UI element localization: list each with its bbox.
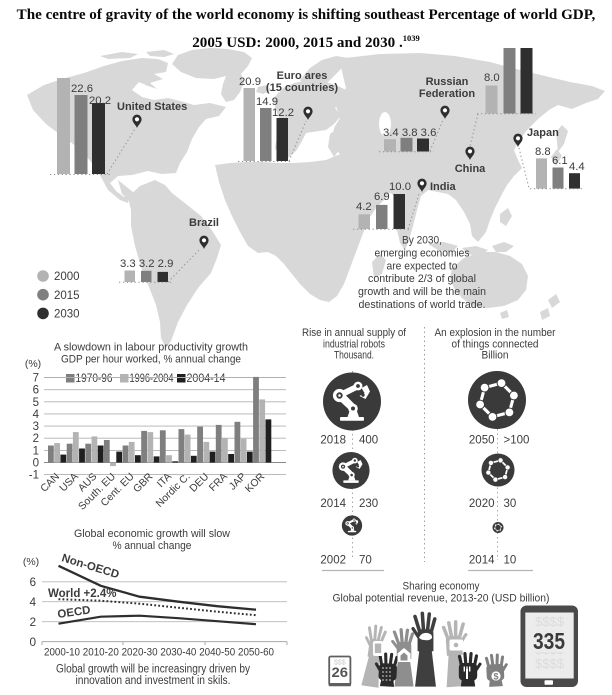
svg-text:4: 4 [33,409,40,421]
svg-text:$$$: $$$ [334,660,346,667]
svg-text:2030: 2030 [54,309,80,321]
svg-text:7: 7 [33,373,39,385]
svg-text:3.3 3.2 2.9: 3.3 3.2 2.9 [120,258,173,270]
svg-text:Global economic growth will sl: Global economic growth will slow [74,528,231,540]
svg-text:2015: 2015 [54,290,80,302]
svg-text:2002: 2002 [320,555,346,567]
svg-text:3: 3 [33,421,39,433]
svg-text:6.1: 6.1 [552,155,568,167]
svg-text:2040-50: 2040-50 [199,647,235,659]
svg-text:Billion: Billion [482,350,509,362]
svg-text:Euro ares: Euro ares [277,70,328,82]
svg-text:% annual change: % annual change [113,540,192,552]
svg-text:2014: 2014 [469,555,495,567]
svg-text:Global potential revenue, 2013: Global potential revenue, 2013-20 (USD b… [333,593,550,605]
svg-text:1996-2004: 1996-2004 [130,373,174,385]
svg-text:innovation and investment in s: innovation and investment in skils. [76,675,231,687]
svg-text:6: 6 [33,385,39,397]
svg-text:2050-60: 2050-60 [238,647,274,659]
svg-text:Non-OECD: Non-OECD [60,552,120,581]
svg-text:(%): (%) [23,556,39,568]
svg-text:5: 5 [33,397,39,409]
svg-text:2010-20: 2010-20 [83,647,119,659]
svg-text:22.6: 22.6 [71,83,93,95]
svg-text:are expected to: are expected to [387,260,458,272]
svg-text:industrial robots: industrial robots [323,339,385,351]
svg-text:2020-30: 2020-30 [122,647,158,659]
svg-text:1: 1 [33,445,39,457]
svg-text:3.4 3.8 3.6: 3.4 3.8 3.6 [383,127,436,139]
svg-text:destinations of world trade.: destinations of world trade. [359,299,486,311]
svg-text:India: India [430,181,457,193]
svg-text:OECD: OECD [57,604,92,621]
svg-text:2: 2 [33,433,39,445]
svg-text:20.9: 20.9 [239,76,261,88]
svg-text:By 2030,: By 2030, [402,235,442,247]
svg-text:>100: >100 [504,435,530,447]
svg-text:Thousand.: Thousand. [334,350,374,362]
svg-text:20.2: 20.2 [89,95,111,107]
svg-text:A slowdown in labour productiv: A slowdown in labour productivity growth [54,342,248,354]
svg-text:Russian: Russian [426,76,469,88]
svg-text:4: 4 [29,595,36,609]
svg-text:2: 2 [29,615,36,629]
svg-text:230: 230 [359,498,378,510]
svg-text:(15 countries): (15 countries) [266,82,338,94]
svg-text:14.9: 14.9 [256,96,278,108]
svg-text:Federation: Federation [419,88,476,100]
svg-text:2004-14: 2004-14 [187,373,227,385]
svg-text:Sharing economy: Sharing economy [403,581,480,593]
svg-text:An explosion in the number: An explosion in the number [435,327,556,339]
svg-text:335: 335 [533,628,565,654]
svg-text:Global growth will be increas: Global growth will be increasingry drive… [56,664,250,676]
svg-text:10: 10 [504,555,517,567]
svg-text:$: $ [493,672,498,682]
svg-text:1970-96: 1970-96 [76,373,113,385]
svg-text:10.0: 10.0 [389,181,411,193]
svg-text:70: 70 [359,555,372,567]
svg-text:8.0: 8.0 [484,72,500,84]
svg-text:0: 0 [33,458,39,470]
svg-text:26: 26 [332,664,349,680]
svg-text:2014: 2014 [320,498,346,510]
svg-text:GDP per hour worked, % annual: GDP per hour worked, % annual change [61,354,241,366]
svg-text:-1: -1 [29,470,39,482]
svg-text:(%): (%) [25,358,41,370]
svg-text:contribute 2/3 of global: contribute 2/3 of global [368,273,476,285]
svg-text:4.2: 4.2 [356,201,372,213]
svg-text:30: 30 [504,498,517,510]
svg-text:of things connected: of things connected [452,339,539,351]
svg-text:4.4: 4.4 [569,161,585,173]
svg-text:400: 400 [359,435,378,447]
svg-text:emerging economies: emerging economies [375,247,470,259]
svg-text:2030-40: 2030-40 [160,647,196,659]
svg-text:Japan: Japan [527,127,559,139]
svg-text:6.9: 6.9 [374,191,390,203]
svg-text:2050: 2050 [469,435,495,447]
svg-text:growth and will be the main: growth and will be the main [358,286,486,298]
svg-text:United States: United States [117,101,187,113]
svg-text:$$$$: $$$$ [535,614,565,629]
svg-text:World +2.4%: World +2.4% [48,588,117,600]
svg-text:2000-10: 2000-10 [44,647,80,659]
svg-text:$$$$: $$$$ [535,656,565,671]
svg-text:6: 6 [29,575,36,589]
svg-text:12.2: 12.2 [272,107,294,119]
svg-text:Brazil: Brazil [189,217,219,229]
svg-text:Rise in annual supply of: Rise in annual supply of [302,327,407,339]
svg-text:2000: 2000 [54,271,80,283]
svg-text:8.8: 8.8 [535,146,551,158]
svg-text:2020: 2020 [469,498,495,510]
svg-text:2018: 2018 [320,435,346,447]
svg-text:China: China [455,163,486,175]
svg-text:0: 0 [29,635,36,649]
